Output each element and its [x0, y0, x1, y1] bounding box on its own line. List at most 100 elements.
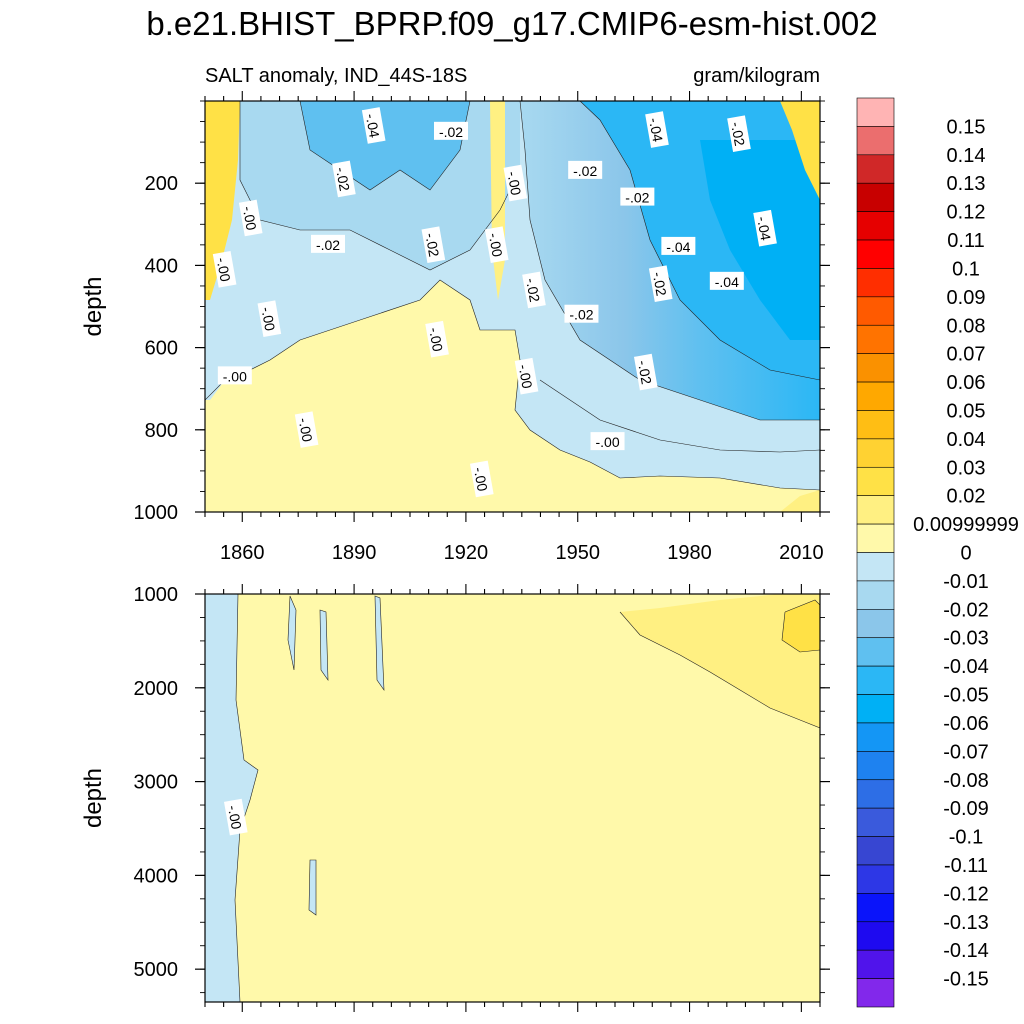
contour-label: -.00 — [590, 432, 625, 451]
colorbar-box — [856, 126, 895, 156]
colorbar-label: -0.08 — [943, 770, 989, 792]
colorbar-label: -0.04 — [943, 656, 989, 678]
contour-label-text: -.02 — [439, 124, 463, 140]
contour-label-text: -.02 — [573, 163, 597, 179]
contour-label: -.00 — [238, 199, 263, 237]
x-tick-label: 1890 — [332, 542, 377, 564]
contour-label: -.00 — [257, 300, 282, 337]
lower-panel-field — [205, 594, 820, 1002]
contour-label-bg — [633, 353, 658, 391]
colorbar-label: -0.03 — [943, 628, 989, 650]
colorbar-box — [856, 495, 895, 525]
colorbar-label: 0.13 — [947, 173, 986, 195]
colorbar-label: -0.13 — [943, 912, 989, 934]
colorbar-box — [856, 552, 895, 582]
contour-label: -.00 — [469, 460, 494, 498]
contour-label-text: -.00 — [595, 434, 619, 450]
contour-label-text: -.02 — [650, 271, 670, 298]
colorbar-label: -0.09 — [943, 798, 989, 820]
contour-label: -.02 — [633, 353, 658, 391]
contour-label-text: -.00 — [486, 232, 506, 259]
contour-label-bg — [661, 236, 696, 255]
contour-label-bg — [294, 411, 319, 448]
colorbar-label: 0.06 — [947, 372, 986, 394]
contour-label-text: -.00 — [225, 804, 245, 831]
colorbar-box — [856, 694, 895, 724]
x-tick-label: 1860 — [220, 542, 265, 564]
contour-label: -.00 — [294, 411, 319, 448]
colorbar-label: -0.11 — [944, 855, 988, 877]
contour-label: -.02 — [332, 160, 356, 198]
contour-label-bg — [332, 160, 356, 198]
contour-label-bg — [590, 432, 625, 451]
colorbar-box — [856, 751, 895, 781]
colorbar-box — [856, 296, 895, 326]
contour-label-bg — [212, 251, 237, 288]
contour-label-bg — [484, 226, 509, 263]
y-tick-label: 200 — [145, 173, 178, 195]
colorbar-label: -0.1 — [949, 827, 983, 849]
colorbar-box — [856, 722, 895, 752]
colorbar-box — [856, 97, 895, 127]
colorbar-box — [856, 609, 895, 639]
contour-label-bg — [503, 164, 528, 202]
y-tick-label: 3000 — [134, 772, 179, 794]
upper-surface-positive — [780, 101, 820, 200]
contour-label-text: -.04 — [646, 117, 666, 144]
contour-labels-upper: -.04 -.02 -.04 -.02 -.02 -.02 -.00 -.02 -.04 -.00… — [212, 107, 777, 498]
colorbar-label: 0.04 — [947, 429, 986, 451]
colorbar-label: 0.07 — [947, 344, 986, 366]
colorbar-label: -0.02 — [943, 599, 989, 621]
contour-label: -.02 — [564, 304, 599, 323]
colorbar-label: 0.00999999 — [913, 514, 1019, 536]
colorbar-box — [856, 211, 895, 241]
colorbar-box — [856, 381, 895, 411]
colorbar-box — [856, 807, 895, 837]
colorbar-box — [856, 438, 895, 468]
colorbar-label: -0.05 — [943, 685, 989, 707]
chart-subtitle-right: gram/kilogram — [693, 65, 820, 87]
contour-label-text: -.02 — [422, 232, 442, 259]
colorbar: 0.15 0.14 0.13 0.12 0.11 0.1 0.09 0.08 0.07 0.06 0… — [856, 97, 1019, 1008]
colorbar-box — [856, 324, 895, 354]
contour-label-bg — [620, 187, 655, 206]
contour-label-text: -.02 — [333, 166, 353, 193]
contour-label-bg — [568, 160, 603, 179]
upper-left-positive — [205, 101, 240, 300]
contour-label-text: -.02 — [728, 121, 748, 148]
contour-label-bg — [522, 271, 546, 309]
contour-label: -.02 — [522, 271, 546, 309]
contour-label-bg — [753, 209, 777, 247]
contour-label: -.00 — [425, 320, 449, 358]
y-tick-label: 2000 — [134, 678, 179, 700]
contour-label-bg — [257, 300, 282, 337]
colorbar-box — [856, 182, 895, 212]
colorbar-label: 0.09 — [947, 287, 986, 309]
colorbar-label: 0.11 — [947, 230, 984, 252]
colorbar-box — [856, 836, 895, 866]
upper-deep-positive — [780, 490, 820, 512]
contour-label: -.02 — [311, 234, 345, 253]
contour-label: -.02 — [727, 115, 751, 153]
colorbar-label: -0.12 — [943, 883, 989, 905]
contour-label-bg — [311, 234, 345, 253]
colorbar-label: 0.14 — [947, 145, 986, 167]
colorbar-label: -0.01 — [943, 571, 989, 593]
x-tick-label: 1920 — [444, 542, 489, 564]
colorbar-label: -0.15 — [943, 969, 989, 991]
colorbar-label: 0.1 — [952, 258, 980, 280]
colorbar-label: 0.12 — [947, 202, 986, 224]
contour-label-bg — [361, 107, 386, 144]
contour-label: -.04 — [709, 271, 744, 290]
contour-label: -.04 — [361, 107, 386, 144]
contour-label-text: -.04 — [715, 274, 739, 290]
contour-label: -.02 — [648, 265, 673, 303]
contour-label-text: -.00 — [516, 363, 536, 390]
contour-label: -.04 — [661, 236, 696, 255]
contour-label-bg — [469, 460, 494, 498]
contour-label-bg — [564, 304, 599, 323]
contour-label-bg — [648, 265, 673, 303]
contour-label-text: -.00 — [214, 256, 234, 283]
contour-label-bg — [421, 226, 446, 263]
colorbar-box — [856, 921, 895, 951]
